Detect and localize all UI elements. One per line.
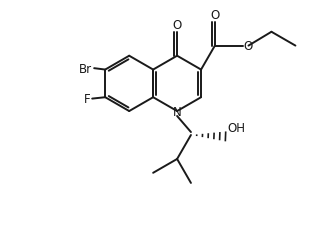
Text: O: O [244,40,253,53]
Text: Br: Br [79,62,92,75]
Text: OH: OH [227,122,246,135]
Text: O: O [173,19,182,32]
Text: F: F [83,93,90,106]
Text: O: O [210,9,219,22]
Text: N: N [173,105,182,118]
